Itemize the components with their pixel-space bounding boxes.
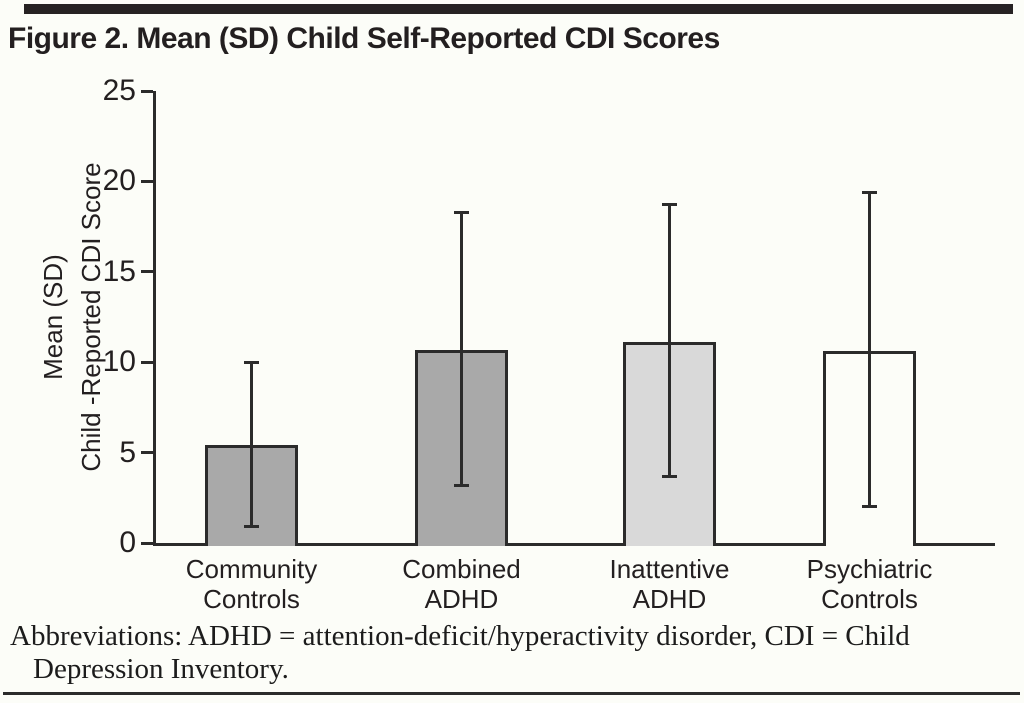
error-bar-cap-bottom <box>244 525 259 529</box>
error-bar-cap-top <box>454 210 469 214</box>
y-tick-label: 20 <box>102 164 136 198</box>
y-tick <box>141 360 153 364</box>
footnote-line-1: Abbreviations: ADHD = attention-deficit/… <box>10 620 910 652</box>
y-tick <box>141 451 153 455</box>
error-bar-combined-adhd <box>460 212 463 486</box>
x-category-label-line: Controls <box>821 584 918 614</box>
x-category-label-line: Community <box>185 554 318 584</box>
y-tick <box>141 270 153 274</box>
y-tick-label: 15 <box>102 254 136 288</box>
y-tick <box>141 541 153 545</box>
x-category-label-line: Controls <box>203 584 300 614</box>
y-tick-label: 5 <box>119 435 136 469</box>
x-category-label-line: ADHD <box>424 584 499 614</box>
y-axis-title: Mean (SD) Child -Reported CDI Score <box>34 87 110 547</box>
error-bar-community-controls <box>250 362 253 527</box>
x-category-label-line: ADHD <box>632 584 707 614</box>
x-category-label-line: Combined <box>402 554 521 584</box>
x-axis-line <box>153 543 995 546</box>
bottom-divider-rule <box>3 692 1020 695</box>
x-category-label-line: Inattentive <box>609 554 730 584</box>
error-bar-cap-top <box>862 190 877 194</box>
y-tick-label: 25 <box>102 74 136 107</box>
y-tick-label: 10 <box>102 345 136 379</box>
error-bar-cap-bottom <box>662 474 677 478</box>
y-axis-title-line1: Mean (SD) <box>38 254 68 380</box>
error-bar-psychiatric-controls <box>868 192 871 507</box>
y-axis-line <box>153 91 156 546</box>
error-bar-cap-top <box>662 203 677 207</box>
x-category-label-line: Psychiatric <box>806 554 933 584</box>
error-bar-inattentive-adhd <box>668 204 671 477</box>
footnote-line-2: Depression Inventory. <box>33 653 289 685</box>
top-divider-rule <box>24 4 1013 14</box>
error-bar-cap-bottom <box>862 505 877 509</box>
error-bar-cap-top <box>244 360 259 364</box>
x-category-label-inattentive-adhd: Inattentive ADHD <box>560 554 780 614</box>
x-category-label-combined-adhd: Combined ADHD <box>352 554 572 614</box>
error-bar-cap-bottom <box>454 483 469 487</box>
y-axis-title-line2: Child -Reported CDI Score <box>76 162 106 472</box>
y-tick <box>141 89 153 93</box>
y-tick <box>141 179 153 183</box>
x-category-label-community-controls: Community Controls <box>142 554 362 614</box>
figure-title: Figure 2. Mean (SD) Child Self-Reported … <box>8 22 720 55</box>
x-category-label-psychiatric-controls: Psychiatric Controls <box>760 554 980 614</box>
y-tick-label: 0 <box>119 526 136 559</box>
